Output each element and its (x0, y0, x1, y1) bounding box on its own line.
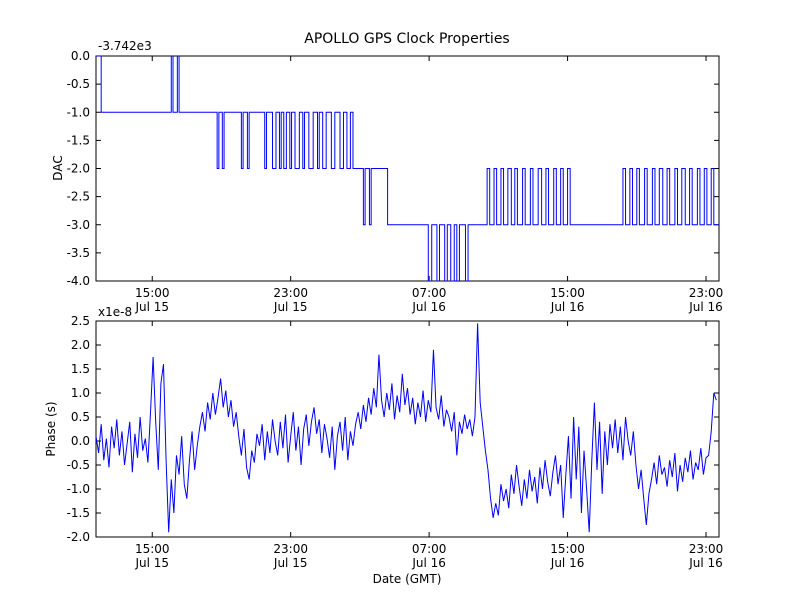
y-tick-label: -1.0 (67, 105, 90, 119)
x-tick-date: Jul 16 (550, 300, 585, 314)
chart-title: APOLLO GPS Clock Properties (304, 31, 509, 47)
x-tick-time: 15:00 (135, 286, 170, 300)
x-tick-time: 23:00 (273, 542, 308, 556)
x-tick-date: Jul 16 (688, 556, 723, 570)
y-tick-label: 2.0 (71, 338, 90, 352)
y-tick-label: 0.0 (71, 434, 90, 448)
x-tick-date: Jul 15 (134, 556, 169, 570)
dac-axis-label: DAC (51, 155, 65, 180)
y-tick-label: -2.5 (67, 190, 90, 204)
y-tick-label: 0.5 (71, 410, 90, 424)
y-tick-label: 1.0 (71, 386, 90, 400)
y-tick-label: -2.0 (67, 530, 90, 544)
y-tick-label: 2.5 (71, 314, 90, 328)
x-tick-time: 15:00 (550, 542, 585, 556)
x-tick-time: 15:00 (550, 286, 585, 300)
x-tick-date: Jul 16 (411, 300, 446, 314)
x-tick-date: Jul 15 (273, 556, 308, 570)
y-tick-label: -0.5 (67, 458, 90, 472)
x-tick-date: Jul 16 (550, 556, 585, 570)
y-tick-label: -4.0 (67, 274, 90, 288)
x-tick-time: 23:00 (689, 286, 724, 300)
x-tick-time: 23:00 (273, 286, 308, 300)
y-tick-label: -1.0 (67, 482, 90, 496)
dac-offset-label: -3.742e3 (98, 39, 152, 53)
x-axis-label: Date (GMT) (373, 572, 442, 586)
x-tick-time: 07:00 (412, 286, 447, 300)
x-tick-date: Jul 15 (134, 300, 169, 314)
y-tick-label: 1.5 (71, 362, 90, 376)
x-tick-date: Jul 16 (411, 556, 446, 570)
y-tick-label: -1.5 (67, 506, 90, 520)
phase-axis-label: Phase (s) (44, 401, 58, 456)
x-tick-date: Jul 15 (273, 300, 308, 314)
y-tick-label: -1.5 (67, 133, 90, 147)
y-tick-label: -3.0 (67, 218, 90, 232)
phase-series-line (96, 323, 717, 533)
x-tick-date: Jul 16 (688, 300, 723, 314)
dac-series-line (96, 56, 719, 281)
y-tick-label: 0.0 (71, 49, 90, 63)
y-tick-label: -3.5 (67, 246, 90, 260)
x-tick-time: 15:00 (135, 542, 170, 556)
phase-scale-label: x1e-8 (98, 305, 132, 319)
y-tick-label: -0.5 (67, 77, 90, 91)
x-tick-time: 07:00 (412, 542, 447, 556)
y-tick-label: -2.0 (67, 162, 90, 176)
x-tick-time: 23:00 (689, 542, 724, 556)
